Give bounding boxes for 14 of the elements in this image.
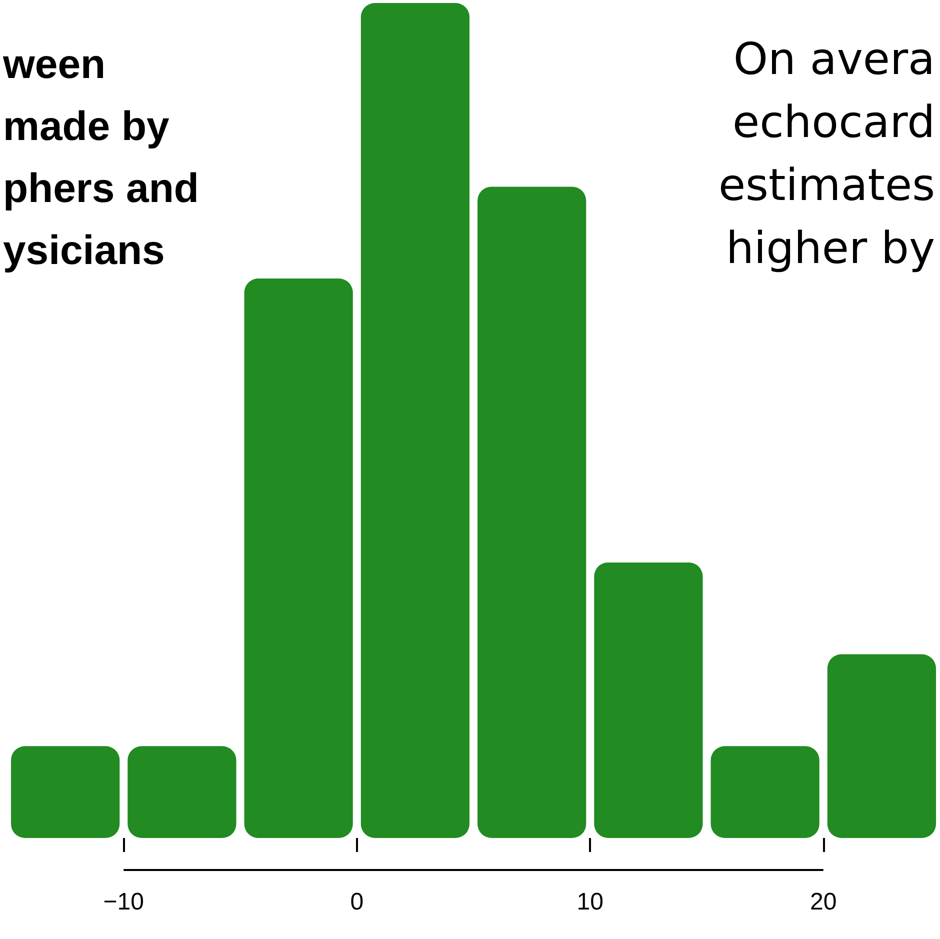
bar — [11, 746, 120, 838]
x-tick-label: 10 — [576, 888, 604, 916]
bar — [360, 3, 470, 838]
bar — [244, 278, 353, 838]
x-tick-label: 0 — [350, 888, 364, 916]
x-tick-label: 20 — [810, 888, 837, 916]
bar — [128, 746, 236, 838]
annotation: On avera echocard estimates higher by — [718, 34, 935, 274]
x-tick-label: −10 — [103, 888, 144, 916]
bar — [710, 746, 820, 838]
bar — [827, 654, 936, 838]
bar — [478, 186, 586, 838]
text: ween made by phers and ysicians — [2, 41, 199, 273]
bar — [594, 562, 703, 838]
